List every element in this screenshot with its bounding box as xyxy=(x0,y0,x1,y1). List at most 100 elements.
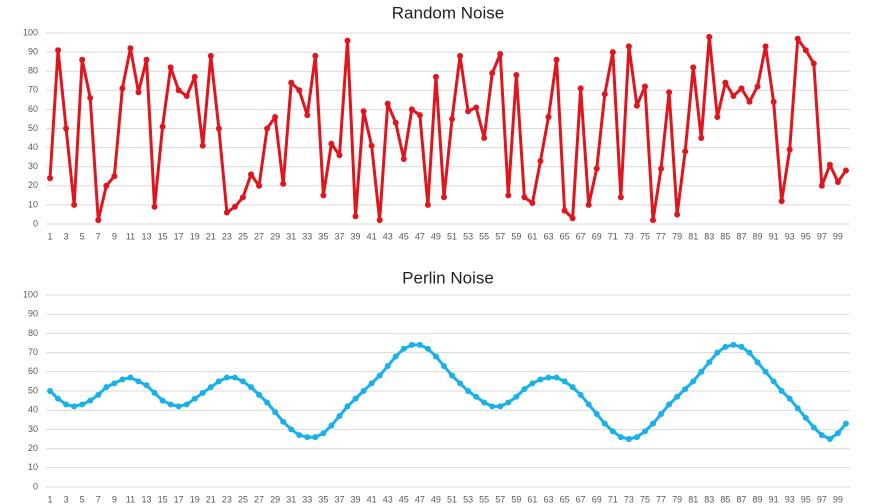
data-point xyxy=(561,378,568,385)
data-point xyxy=(280,180,287,187)
data-point xyxy=(376,372,383,379)
x-tick-label: 99 xyxy=(833,494,843,504)
data-point xyxy=(722,79,729,86)
data-point xyxy=(826,161,833,168)
data-point xyxy=(625,43,632,50)
x-tick-label: 85 xyxy=(720,494,730,504)
data-point xyxy=(47,175,54,182)
x-tick-label: 97 xyxy=(817,494,827,504)
data-point xyxy=(473,393,480,400)
x-tick-label: 77 xyxy=(656,231,666,241)
data-point xyxy=(103,384,110,391)
data-point xyxy=(561,207,568,214)
data-point xyxy=(818,432,825,439)
data-point xyxy=(199,389,206,396)
data-point xyxy=(312,52,319,59)
data-point xyxy=(304,112,311,119)
data-point xyxy=(802,47,809,54)
x-tick-label: 71 xyxy=(608,231,618,241)
x-tick-label: 35 xyxy=(318,231,328,241)
x-tick-label: 17 xyxy=(174,494,184,504)
x-tick-label: 81 xyxy=(688,494,698,504)
data-point xyxy=(609,428,616,435)
x-tick-label: 11 xyxy=(126,494,135,504)
data-point xyxy=(416,341,423,348)
data-point xyxy=(778,388,785,394)
y-tick-label: 60 xyxy=(28,104,38,114)
data-point xyxy=(239,194,246,201)
x-tick-label: 71 xyxy=(608,494,618,504)
data-point xyxy=(239,378,246,385)
data-point xyxy=(674,393,681,400)
x-tick-label: 51 xyxy=(447,494,457,504)
data-point xyxy=(746,349,753,356)
x-tick-label: 65 xyxy=(560,231,570,241)
data-point xyxy=(167,64,174,71)
data-point xyxy=(457,380,464,387)
data-point xyxy=(111,380,118,387)
data-point xyxy=(762,368,769,375)
data-point xyxy=(714,114,721,121)
data-point xyxy=(328,140,335,147)
x-tick-label: 27 xyxy=(254,231,264,241)
data-point xyxy=(690,64,697,71)
data-point xyxy=(191,395,198,402)
x-tick-label: 43 xyxy=(383,231,393,241)
data-point xyxy=(416,112,423,119)
y-tick-label: 90 xyxy=(28,309,38,319)
y-tick-label: 80 xyxy=(28,66,38,76)
x-tick-label: 81 xyxy=(688,231,698,241)
data-point xyxy=(497,51,504,58)
y-tick-label: 10 xyxy=(28,462,38,472)
y-tick-label: 40 xyxy=(28,142,38,152)
data-point xyxy=(826,436,833,442)
data-point xyxy=(714,349,721,356)
x-tick-label: 79 xyxy=(672,494,682,504)
data-point xyxy=(119,85,126,92)
data-point xyxy=(650,420,657,427)
data-point xyxy=(633,102,640,109)
data-point xyxy=(127,45,134,52)
x-tick-label: 67 xyxy=(576,231,586,241)
y-tick-label: 60 xyxy=(28,366,38,376)
data-point xyxy=(344,37,351,44)
data-point xyxy=(545,374,552,381)
x-tick-label: 73 xyxy=(624,231,634,241)
x-tick-label: 49 xyxy=(431,231,441,241)
x-tick-label: 93 xyxy=(785,231,795,241)
data-point xyxy=(609,49,616,56)
x-tick-label: 21 xyxy=(206,231,216,241)
data-point xyxy=(95,217,102,224)
data-point xyxy=(698,368,705,375)
x-tick-label: 1 xyxy=(48,231,53,241)
x-tick-label: 39 xyxy=(351,494,361,504)
data-point xyxy=(127,374,134,381)
data-point xyxy=(633,434,640,441)
x-tick-label: 17 xyxy=(174,231,184,241)
x-tick-label: 7 xyxy=(96,231,101,241)
data-point xyxy=(682,148,689,155)
x-tick-label: 99 xyxy=(833,231,843,241)
data-point xyxy=(264,399,271,406)
data-point xyxy=(593,165,600,172)
data-point xyxy=(215,125,222,132)
y-tick-label: 70 xyxy=(28,85,38,95)
data-point xyxy=(207,52,214,59)
data-point xyxy=(272,114,279,121)
x-tick-label: 37 xyxy=(334,231,344,241)
y-tick-label: 10 xyxy=(28,199,38,209)
y-tick-label: 100 xyxy=(23,289,38,299)
data-point xyxy=(465,108,472,115)
data-point xyxy=(215,378,222,385)
data-point xyxy=(376,217,383,224)
data-point xyxy=(103,182,110,189)
x-tick-label: 33 xyxy=(302,494,312,504)
data-point xyxy=(175,403,182,410)
x-tick-label: 79 xyxy=(672,231,682,241)
x-tick-label: 65 xyxy=(560,494,570,504)
data-point xyxy=(674,211,681,218)
data-point xyxy=(352,213,359,220)
data-point xyxy=(55,395,62,402)
x-tick-label: 11 xyxy=(126,231,135,241)
x-tick-label: 13 xyxy=(141,231,151,241)
